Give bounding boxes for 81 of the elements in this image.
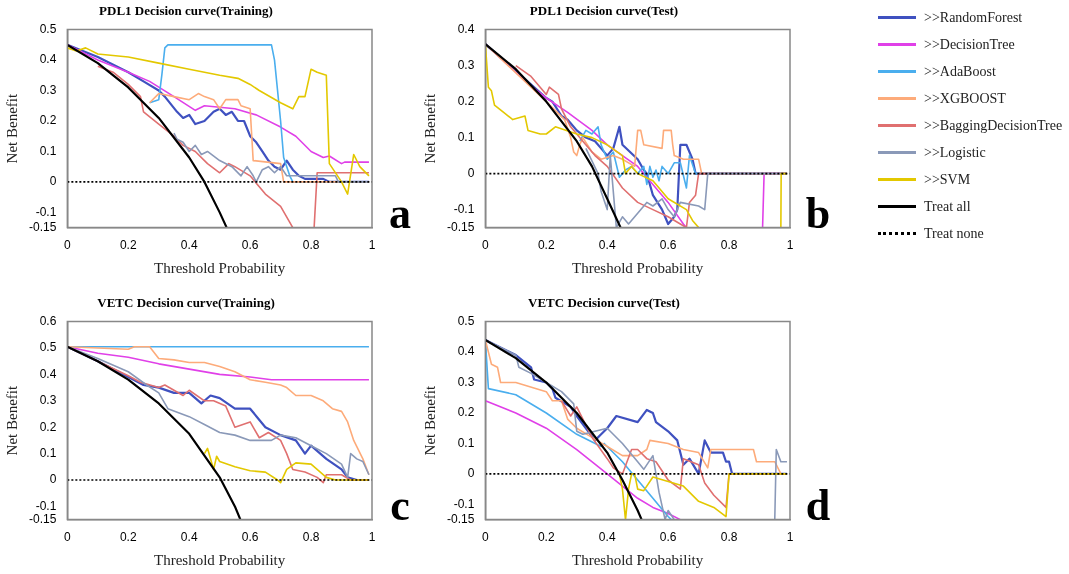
y-tick-label: 0.4 [457,21,475,36]
y-tick-label: 0 [467,466,475,481]
y-tick-label: 0.5 [39,340,57,355]
y-tick-label: 0.3 [39,393,57,408]
y-tick-label: -0.15 [28,511,57,526]
y-tick-label: 0.1 [457,435,475,450]
chart-title: PDL1 Decision curve(Training) [99,3,273,19]
legend-label: >>RandomForest [924,9,1023,26]
text: b [804,188,832,239]
y-tick-label: -0.15 [28,219,57,234]
x-tick-label: 0.2 [537,238,555,253]
legend-label: >>Logistic [924,144,986,161]
x-tick-label: 0 [482,238,490,253]
y-tick-label: 0.4 [39,366,57,381]
y-tick-label: -0.1 [453,201,475,216]
chart-title: VETC Decision curve(Training) [97,295,275,311]
legend-label: >>XGBOOST [924,90,1006,107]
y-tick-label: 0 [49,174,57,189]
y-tick-label: 0 [49,472,57,487]
y-tick-label: 0.4 [457,344,475,359]
y-tick-label: -0.15 [446,511,475,526]
legend-label: >>AdaBoost [924,63,996,80]
y-tick-label: 0.2 [457,405,475,420]
y-tick-label: 0.2 [457,93,475,108]
x-tick-label: 1 [368,238,376,253]
y-tick-label: -0.15 [446,219,475,234]
x-tick-label: 1 [786,530,794,545]
legend-label: >>SVM [924,171,971,188]
x-axis-title: Threshold Probability [572,259,704,276]
text: a [388,188,412,239]
chart-title: PDL1 Decision curve(Test) [529,3,679,19]
text: c [389,480,411,531]
y-tick-label: 0.5 [457,313,475,328]
y-tick-label: 0.4 [39,52,57,67]
x-tick-label: 0.2 [537,530,555,545]
x-tick-label: 0.6 [659,530,677,545]
x-tick-label: 0.6 [241,530,259,545]
x-tick-label: 0.6 [659,238,677,253]
x-tick-label: 0.2 [119,530,137,545]
y-tick-label: 0.1 [457,129,475,144]
y-axis-title: Net Benefit [3,92,20,164]
x-tick-label: 0.8 [302,530,320,545]
y-tick-label: 0.5 [39,21,57,36]
y-tick-label: 0.1 [39,445,57,460]
x-tick-label: 0 [64,530,72,545]
x-tick-label: 0.4 [180,530,198,545]
x-tick-label: 0.4 [598,530,616,545]
x-tick-label: 0.4 [598,238,616,253]
chart-title: VETC Decision curve(Test) [528,295,680,311]
legend-label: Treat none [924,225,984,242]
x-tick-label: 1 [786,238,794,253]
x-tick-label: 1 [368,530,376,545]
y-tick-label: -0.1 [453,496,475,511]
y-tick-label: -0.1 [35,204,57,219]
x-tick-label: 0.6 [241,238,259,253]
x-tick-label: 0.4 [180,238,198,253]
text: d [804,480,832,531]
x-tick-label: 0 [64,238,72,253]
legend-label: >>DecisionTree [924,36,1015,53]
x-axis-title: Threshold Probability [572,551,704,568]
x-axis-title: Threshold Probability [154,259,286,276]
x-tick-label: 0.8 [720,238,738,253]
y-tick-label: 0.3 [39,82,57,97]
x-tick-label: 0 [482,530,490,545]
y-tick-label: 0.3 [457,57,475,72]
y-tick-label: 0.6 [39,313,57,328]
y-tick-label: 0.2 [39,419,57,434]
y-tick-label: 0.1 [39,143,57,158]
y-axis-title: Net Benefit [3,384,20,456]
legend-label: Treat all [924,198,971,215]
x-tick-label: 0.2 [119,238,137,253]
y-tick-label: -0.1 [35,498,57,513]
x-tick-label: 0.8 [720,530,738,545]
x-axis-title: Threshold Probability [154,551,286,568]
y-tick-label: 0.3 [457,374,475,389]
y-axis-title: Net Benefit [421,384,438,456]
y-tick-label: 0.2 [39,113,57,128]
y-axis-title: Net Benefit [421,92,438,164]
y-tick-label: 0 [467,165,475,180]
legend-label: >>BaggingDecisionTree [924,117,1063,134]
x-tick-label: 0.8 [302,238,320,253]
